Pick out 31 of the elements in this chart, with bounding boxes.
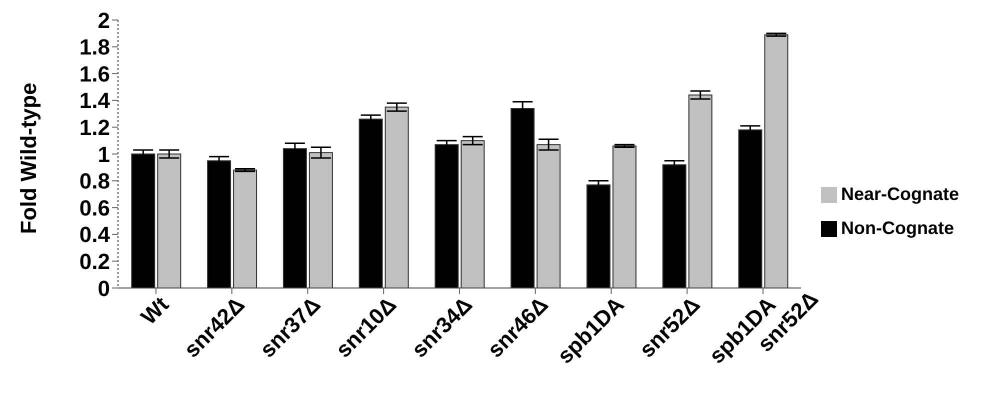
bar: [384, 106, 409, 288]
y-tick-label: 1.4: [79, 88, 111, 114]
legend-label: Near-Cognate: [840, 184, 959, 204]
y-axis-title: Fold Wild-type: [16, 82, 41, 234]
y-tick-label: 1.6: [79, 61, 110, 86]
bar: [434, 144, 459, 288]
bar: [233, 170, 258, 288]
y-tick-label: 0.2: [79, 249, 110, 274]
y-tick-label: 0.6: [79, 195, 110, 220]
bar: [662, 164, 686, 288]
bar: [460, 140, 485, 288]
x-tick-label: Wt: [136, 291, 174, 330]
bar: [688, 94, 712, 288]
y-tick-label: 2: [98, 8, 110, 33]
bar: [738, 129, 762, 288]
legend-label: Non-Cognate: [840, 218, 954, 238]
y-tick-label: 1: [98, 142, 110, 167]
y-tick-label: 1.2: [79, 115, 110, 140]
bar: [764, 34, 788, 288]
bar: [358, 118, 383, 288]
bar: [207, 160, 232, 288]
y-tick-label: 0.4: [79, 222, 111, 248]
y-tick-label: 0: [98, 276, 110, 301]
y-tick-label: 1.8: [79, 34, 110, 60]
bar: [536, 144, 561, 288]
bar: [131, 154, 156, 288]
bar: [157, 154, 182, 288]
bar: [308, 152, 333, 288]
bar: [612, 145, 636, 288]
bar: [586, 184, 610, 288]
y-tick-label: 0.8: [79, 168, 110, 194]
